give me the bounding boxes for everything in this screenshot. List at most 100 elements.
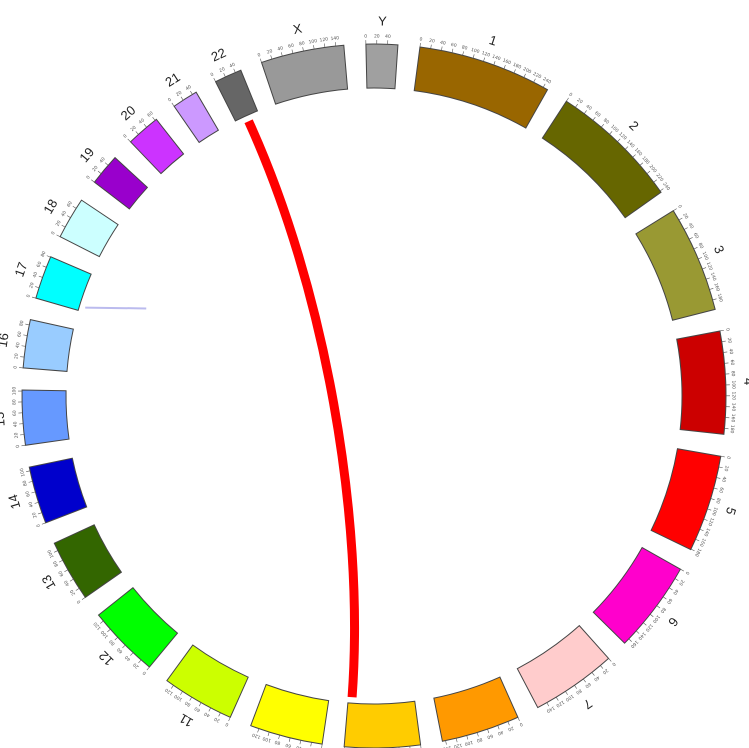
chromosome-16-label: 16 (0, 332, 12, 349)
chromosome-1-tick (451, 48, 454, 53)
chromosome-16-tick (25, 323, 30, 326)
chromosome-1-label: 1 (487, 32, 499, 49)
chromosome-15-tick-label: 80 (12, 399, 18, 405)
chromosome-2-tick (646, 170, 651, 174)
chromosome-18-label: 18 (40, 196, 60, 216)
chromosome-3-tick-label: 120 (705, 261, 714, 271)
chromosome-16-tick-label: 60 (16, 331, 23, 338)
chromosome-8-tick-label: 40 (497, 729, 505, 737)
chromosome-6-tick-label: 0 (684, 570, 691, 576)
chromosome-11-tick-label: 20 (213, 715, 221, 723)
chromosome-1-tick (533, 78, 536, 83)
chromosome-4-tick-label: 60 (729, 359, 736, 365)
chromosome-18-tick (56, 234, 61, 237)
chromosome-18-segment (59, 199, 119, 258)
chromosome-21-tick-label: 20 (175, 90, 183, 98)
chromosome-16-tick (23, 334, 28, 336)
chromosome-1-segment (413, 46, 549, 129)
chromosome-3-tick-label: 180 (716, 293, 724, 303)
chromosome-1-tick-label: 100 (470, 47, 480, 55)
chromosome-5-tick-label: 140 (702, 527, 711, 537)
chromosome-8-tick (466, 735, 469, 740)
chromosome-10-tick (321, 744, 323, 748)
chromosome-2-tick-label: 40 (585, 104, 593, 112)
chromosome-18-tick-label: 60 (66, 200, 74, 208)
chromosome-8-tick-label: 0 (518, 721, 523, 728)
chromosome-2-tick-label: 160 (633, 147, 643, 157)
chromosome-3-tick (684, 227, 688, 230)
chromosome-11-label: 11 (176, 711, 195, 731)
chromosome-5-label: 5 (723, 505, 739, 516)
chromosome-1-tick (542, 83, 546, 88)
chromosome-19-tick (91, 179, 95, 183)
chromosome-1-tick-label: 240 (542, 76, 553, 85)
chromosome-20-tick-label: 20 (129, 125, 137, 133)
chromosome-ring (21, 43, 727, 748)
chromosome-4-tick (719, 329, 724, 332)
chromosome-19-tick (104, 162, 109, 166)
chromosome-15-label: 15 (0, 411, 8, 426)
chromosome-7-tick (546, 702, 550, 707)
chromosome-2-tick-label: 60 (593, 110, 601, 118)
chromosome-13-tick-label: 40 (63, 579, 71, 587)
chromosome-17-label: 17 (11, 260, 30, 279)
chromosome-7-tick (608, 658, 612, 662)
chromosome-5-tick-label: 20 (723, 465, 730, 472)
chromosome-16-tick-label: 40 (15, 342, 22, 349)
chromosome-16-tick-label: 20 (13, 353, 20, 359)
chromosome-5-tick-label: 40 (720, 476, 727, 483)
chromosome-15-tick-label: 40 (12, 421, 18, 427)
chromosome-5-tick-label: 100 (710, 506, 718, 516)
chromosome-14-tick-label: 80 (22, 480, 29, 487)
chromosome-1-tick-label: 0 (419, 36, 423, 42)
chromosome-3-tick (712, 298, 717, 301)
chromosome-7-tick-label: 60 (584, 681, 592, 689)
chromosome-7-tick-label: 0 (610, 661, 616, 667)
chromosome-1-tick (483, 57, 485, 62)
chromosome-7-tick-label: 100 (564, 693, 575, 703)
chromosome-12-tick-label: 0 (141, 669, 147, 676)
chromosome-11-tick-label: 100 (173, 693, 184, 703)
chromosome-1-tick-label: 200 (522, 66, 532, 75)
chromosome-10-segment (250, 683, 330, 745)
chromosome-8-tick-label: 100 (464, 739, 474, 747)
chromosome-labels: 12345678910111213141516171819202122XY (0, 13, 749, 748)
chromosome-11-tick (218, 712, 221, 717)
chromosome-X-tick-label: 60 (288, 43, 295, 50)
chromosome-18-tick-label: 20 (55, 219, 63, 227)
chromosome-5-tick (699, 528, 704, 532)
chromosome-2-tick (592, 116, 596, 121)
chromosome-Y-segment (365, 43, 399, 90)
tick-marks: 0 20 40 60 80 100 120 1401601802002202400204060… (11, 33, 737, 748)
chromosome-17-tick (46, 255, 51, 258)
chromosome-2-tick (575, 103, 578, 108)
chromosome-5-tick-label: 80 (714, 497, 721, 504)
chromosome-3-tick-label: 100 (701, 251, 710, 261)
chromosome-10-tick (267, 731, 270, 736)
chromosome-14-tick (28, 481, 33, 483)
chromosome-1-tick-label: 180 (512, 62, 522, 71)
chromosome-11-tick (189, 696, 193, 701)
chromosome-22-segment (214, 69, 259, 122)
chromosome-20-tick (127, 138, 131, 143)
chromosome-1-tick-label: 220 (532, 71, 542, 80)
chromosome-4-segment (676, 330, 727, 435)
chromosome-11-tick (198, 702, 202, 707)
chromosome-5-tick (710, 498, 715, 500)
chromosome-7-tick (591, 672, 595, 676)
chromosome-20-tick-label: 40 (138, 117, 146, 125)
chromosome-2-tick-label: 120 (617, 131, 627, 141)
chromosome-14-tick-label: 60 (24, 490, 31, 497)
chromosome-20-segment (129, 118, 185, 175)
chromosome-8-tick (517, 717, 520, 722)
chromosome-4-tick-label: 40 (727, 348, 734, 355)
chromosome-1-tick-label: 20 (429, 38, 436, 45)
chromosome-1-tick (419, 43, 421, 48)
chromosome-Y-tick-label: 40 (385, 34, 391, 40)
chromosome-11-tick (208, 707, 211, 712)
chromosome-4-tick-label: 80 (730, 371, 736, 377)
chromosome-5-tick (716, 477, 721, 479)
chromosome-11-tick-label: 40 (203, 710, 211, 718)
chromosome-21-tick (171, 102, 175, 107)
chromosome-6-tick-label: 80 (659, 606, 667, 614)
